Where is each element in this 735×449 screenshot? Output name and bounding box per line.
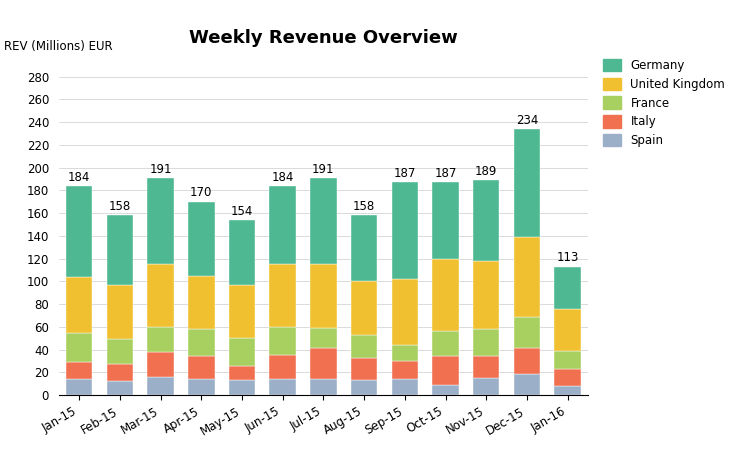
Bar bbox=[432, 385, 459, 395]
Bar bbox=[514, 129, 540, 237]
Text: 191: 191 bbox=[149, 163, 172, 176]
Text: 234: 234 bbox=[516, 114, 538, 127]
Bar bbox=[351, 282, 377, 335]
Bar bbox=[229, 380, 255, 395]
Bar bbox=[310, 379, 337, 395]
Bar bbox=[473, 378, 500, 395]
Bar bbox=[107, 285, 133, 339]
Bar bbox=[351, 335, 377, 357]
Text: 158: 158 bbox=[353, 200, 376, 213]
Bar bbox=[229, 338, 255, 365]
Bar bbox=[310, 348, 337, 379]
Bar bbox=[392, 279, 418, 345]
Bar bbox=[147, 352, 173, 377]
Bar bbox=[66, 277, 93, 333]
Bar bbox=[514, 374, 540, 395]
Bar bbox=[147, 377, 173, 395]
Bar bbox=[147, 264, 173, 327]
Bar bbox=[310, 328, 337, 348]
Bar bbox=[66, 379, 93, 395]
Bar bbox=[270, 264, 296, 327]
Bar bbox=[514, 237, 540, 317]
Bar bbox=[66, 333, 93, 362]
Bar bbox=[554, 267, 581, 308]
Bar bbox=[432, 357, 459, 385]
Text: 154: 154 bbox=[231, 205, 253, 218]
Bar bbox=[473, 180, 500, 261]
Text: 113: 113 bbox=[556, 251, 579, 264]
Bar bbox=[351, 216, 377, 282]
Bar bbox=[107, 365, 133, 382]
Text: 184: 184 bbox=[271, 171, 294, 184]
Bar bbox=[310, 178, 337, 264]
Text: 187: 187 bbox=[394, 167, 416, 180]
Bar bbox=[270, 355, 296, 379]
Title: Weekly Revenue Overview: Weekly Revenue Overview bbox=[189, 29, 458, 47]
Bar bbox=[554, 351, 581, 369]
Bar bbox=[107, 339, 133, 365]
Text: REV (Millions) EUR: REV (Millions) EUR bbox=[4, 40, 112, 53]
Bar bbox=[229, 220, 255, 285]
Bar bbox=[432, 182, 459, 259]
Bar bbox=[270, 186, 296, 264]
Bar bbox=[432, 259, 459, 331]
Bar bbox=[473, 357, 500, 378]
Bar bbox=[229, 285, 255, 338]
Text: 158: 158 bbox=[109, 200, 131, 213]
Bar bbox=[514, 348, 540, 374]
Text: 191: 191 bbox=[312, 163, 334, 176]
Bar bbox=[188, 329, 215, 357]
Bar bbox=[229, 365, 255, 380]
Bar bbox=[554, 369, 581, 386]
Bar bbox=[188, 357, 215, 379]
Bar bbox=[392, 345, 418, 361]
Bar bbox=[147, 327, 173, 352]
Text: 170: 170 bbox=[190, 186, 212, 199]
Bar bbox=[188, 379, 215, 395]
Bar bbox=[554, 386, 581, 395]
Legend: Germany, United Kingdom, France, Italy, Spain: Germany, United Kingdom, France, Italy, … bbox=[598, 54, 730, 152]
Bar bbox=[107, 216, 133, 285]
Bar bbox=[392, 182, 418, 279]
Bar bbox=[270, 327, 296, 355]
Bar bbox=[66, 186, 93, 277]
Bar bbox=[270, 379, 296, 395]
Text: 187: 187 bbox=[434, 167, 456, 180]
Bar bbox=[554, 308, 581, 351]
Bar bbox=[188, 202, 215, 276]
Bar bbox=[310, 264, 337, 328]
Bar bbox=[188, 276, 215, 329]
Bar bbox=[473, 329, 500, 357]
Bar bbox=[147, 178, 173, 264]
Bar bbox=[107, 382, 133, 395]
Bar bbox=[66, 362, 93, 379]
Bar bbox=[392, 361, 418, 379]
Text: 189: 189 bbox=[475, 165, 498, 178]
Bar bbox=[351, 357, 377, 380]
Bar bbox=[473, 261, 500, 329]
Bar bbox=[392, 379, 418, 395]
Text: 184: 184 bbox=[68, 171, 90, 184]
Bar bbox=[351, 380, 377, 395]
Bar bbox=[514, 317, 540, 348]
Bar bbox=[432, 331, 459, 357]
